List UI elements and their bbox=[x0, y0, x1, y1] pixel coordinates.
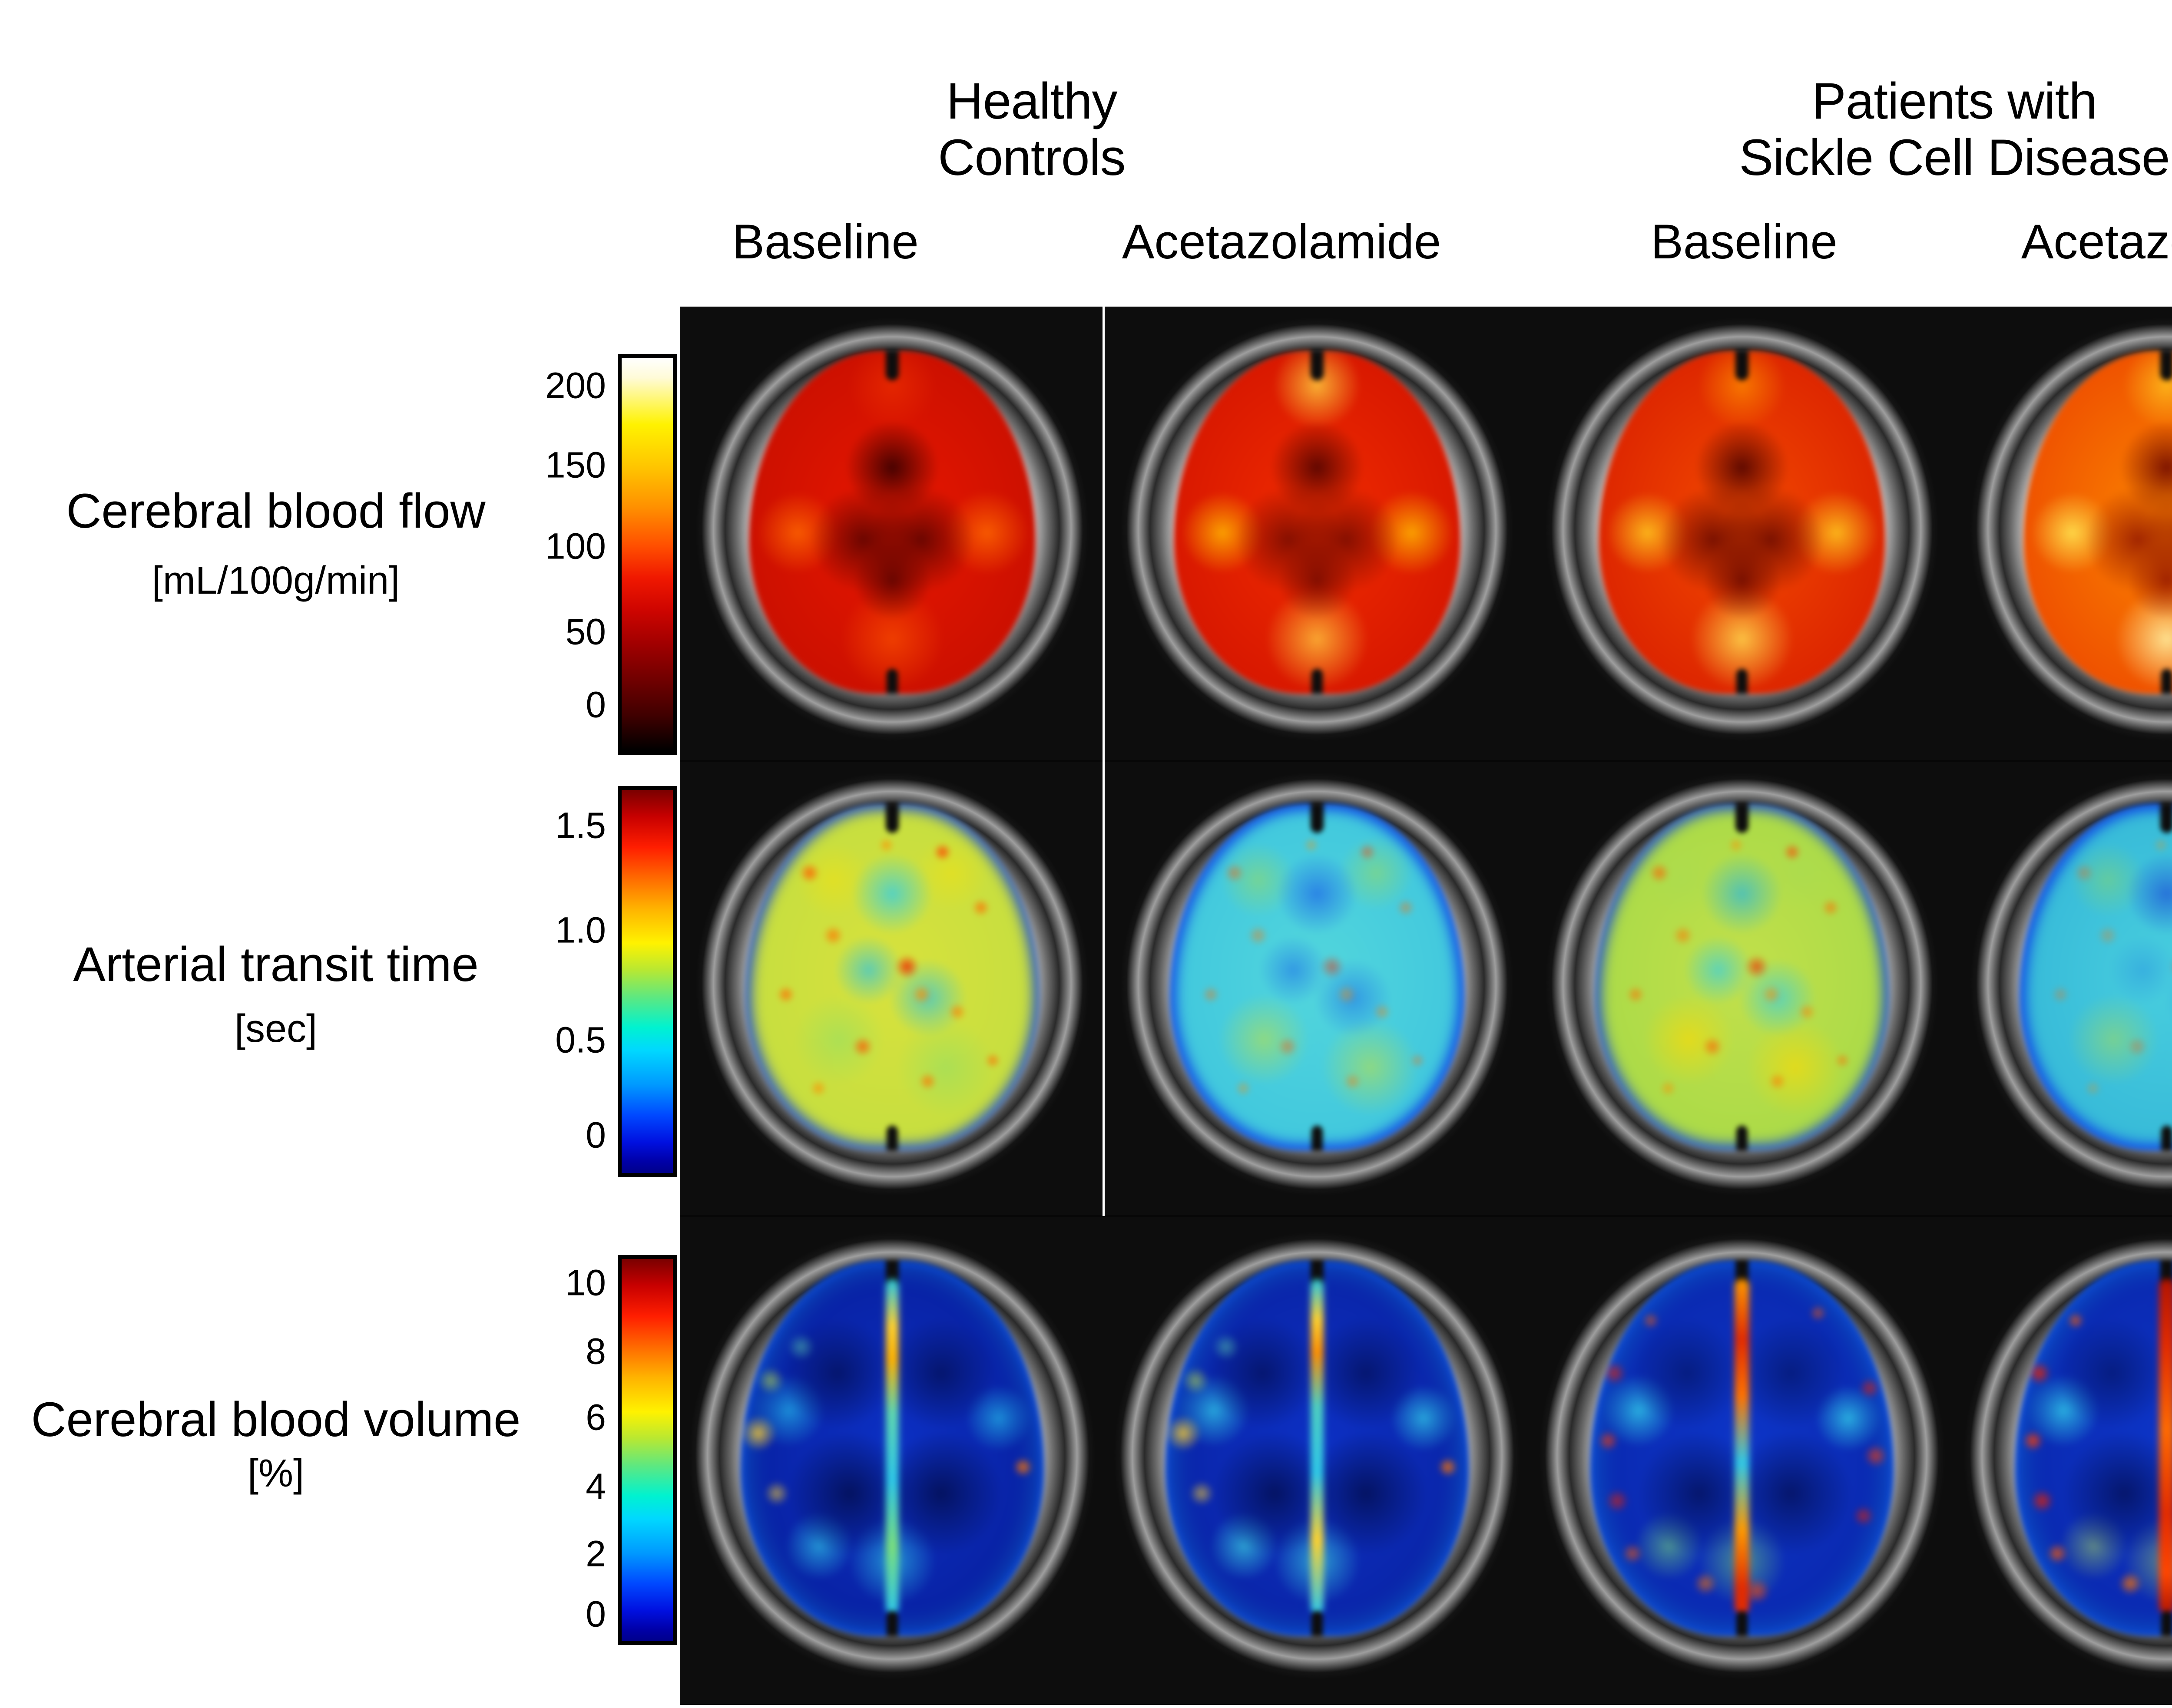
panel-att-scd-baseline bbox=[1530, 761, 1954, 1216]
panel-cbf-hc-acetazolamide bbox=[1105, 307, 1530, 761]
row-label-cbv: Cerebral blood volume bbox=[31, 1392, 521, 1447]
column-label-baseline-scd: Baseline bbox=[1651, 215, 1838, 269]
brain-map-att-scd-baseline bbox=[1594, 803, 1890, 1151]
column-label-baseline-hc: Baseline bbox=[732, 215, 919, 269]
colorbar-att-ticks: 1.5 1.0 0.5 0 bbox=[432, 786, 606, 1169]
brain-map-cbv-hc-acetazolamide bbox=[1165, 1260, 1469, 1636]
tick-label: 50 bbox=[565, 611, 606, 652]
tick-label: 0 bbox=[586, 1593, 606, 1635]
tick-label: 200 bbox=[545, 365, 606, 406]
row-label-cbf: Cerebral blood flow bbox=[66, 484, 486, 538]
brain-map-cbv-scd-baseline bbox=[1590, 1260, 1894, 1636]
panel-att-scd-acetazolamide bbox=[1954, 761, 2172, 1216]
tick-label: 150 bbox=[545, 444, 606, 486]
tick-label: 2 bbox=[586, 1533, 606, 1574]
row-seam bbox=[680, 760, 2172, 762]
panel-cbf-scd-baseline bbox=[1530, 307, 1954, 761]
row-seam bbox=[680, 1215, 2172, 1217]
row-unit-cbv: [%] bbox=[247, 1452, 305, 1495]
tick-label: 6 bbox=[586, 1397, 606, 1438]
group-header-line: Patients with bbox=[1812, 73, 2097, 130]
panel-cbv-scd-baseline bbox=[1530, 1216, 1954, 1705]
column-label-acetazolamide-scd: Acetazolamide bbox=[2021, 215, 2172, 269]
tick-label: 4 bbox=[586, 1466, 606, 1507]
panel-cbv-hc-acetazolamide bbox=[1105, 1216, 1530, 1705]
colorbar-att bbox=[618, 786, 677, 1177]
group-header-line: Controls bbox=[938, 129, 1126, 186]
panel-cbv-hc-baseline bbox=[680, 1216, 1105, 1705]
brain-map-cbv-hc-baseline bbox=[740, 1260, 1044, 1636]
panel-cbf-scd-acetazolamide bbox=[1954, 307, 2172, 761]
texture-layer bbox=[1169, 803, 1465, 1151]
row-unit-att: [sec] bbox=[234, 1007, 318, 1051]
brain-map-cbf-hc-baseline bbox=[749, 350, 1036, 694]
colorbar-cbf-ticks: 200 150 100 50 0 bbox=[432, 354, 606, 747]
brain-map-att-hc-acetazolamide bbox=[1169, 803, 1465, 1151]
brain-map-cbf-scd-baseline bbox=[1599, 350, 1885, 694]
tick-label: 0.5 bbox=[555, 1019, 606, 1060]
texture-layer bbox=[745, 803, 1040, 1151]
row-unit-cbf: [mL/100g/min] bbox=[152, 559, 400, 602]
tick-label: 10 bbox=[565, 1262, 606, 1303]
tick-label: 100 bbox=[545, 525, 606, 567]
tick-label: 1.5 bbox=[555, 805, 606, 846]
brain-image-grid bbox=[680, 307, 2172, 1705]
tick-label: 1.0 bbox=[555, 909, 606, 951]
midline-fissure bbox=[1311, 1279, 1324, 1614]
panel-att-hc-acetazolamide bbox=[1105, 761, 1530, 1216]
brain-map-att-hc-baseline bbox=[745, 803, 1040, 1151]
group-header-line: Sickle Cell Disease bbox=[1739, 129, 2170, 186]
midline-fissure bbox=[1735, 1279, 1749, 1614]
panel-separator-line bbox=[1103, 307, 1105, 1216]
midline-fissure bbox=[2159, 1279, 2172, 1614]
colorbar-cbv-ticks: 10 8 6 4 2 0 bbox=[432, 1255, 606, 1637]
row-label-att: Arterial transit time bbox=[73, 937, 479, 991]
panel-cbf-hc-baseline bbox=[680, 307, 1105, 761]
colorbar-cbv bbox=[618, 1255, 677, 1645]
brain-map-cbf-hc-acetazolamide bbox=[1174, 350, 1460, 694]
texture-layer bbox=[1594, 803, 1890, 1151]
group-header-line: Healthy bbox=[946, 73, 1117, 130]
group-header-sickle-cell: Patients with Sickle Cell Disease bbox=[1529, 73, 2172, 186]
colorbar-cbf bbox=[618, 354, 677, 755]
panel-cbv-scd-acetazolamide bbox=[1954, 1216, 2172, 1705]
column-label-acetazolamide-hc: Acetazolamide bbox=[1122, 215, 1441, 269]
tick-label: 0 bbox=[586, 684, 606, 725]
tick-label: 0 bbox=[586, 1114, 606, 1156]
midline-fissure bbox=[886, 1279, 899, 1614]
panel-att-hc-baseline bbox=[680, 761, 1105, 1216]
tick-label: 8 bbox=[586, 1331, 606, 1372]
group-header-healthy-controls: Healthy Controls bbox=[630, 73, 1434, 186]
